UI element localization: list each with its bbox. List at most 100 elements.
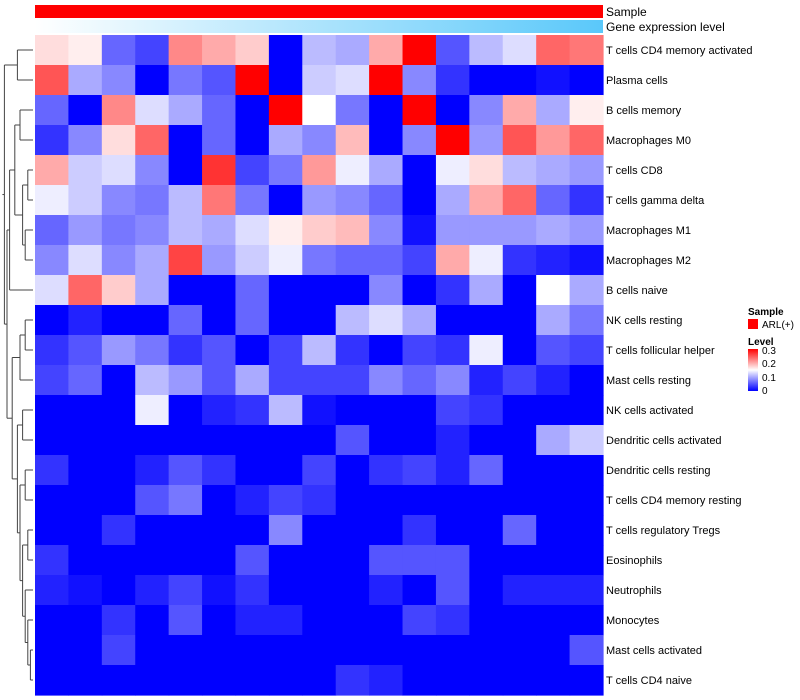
heatmap-cell <box>369 365 404 396</box>
heatmap-cell <box>435 215 470 246</box>
heatmap-cell <box>202 35 237 66</box>
heatmap-cell <box>369 35 404 66</box>
heatmap-cell <box>335 335 370 366</box>
heatmap-cell <box>435 545 470 576</box>
heatmap-cell <box>302 455 337 486</box>
heatmap-cell <box>235 455 270 486</box>
heatmap-cell <box>435 575 470 606</box>
heatmap-cell <box>502 485 537 516</box>
heatmap-cell <box>302 335 337 366</box>
heatmap-cell <box>536 575 571 606</box>
heatmap-cell <box>369 425 404 456</box>
heatmap-cell <box>569 185 604 216</box>
row-label: Dendritic cells activated <box>606 435 722 447</box>
heatmap-cell <box>502 125 537 156</box>
heatmap-cell <box>35 365 70 396</box>
heatmap-cell <box>68 155 103 186</box>
heatmap-cell <box>469 665 504 696</box>
heatmap-cell <box>502 95 537 126</box>
heatmap-cell <box>469 125 504 156</box>
heatmap-cell <box>268 485 303 516</box>
heatmap-cell <box>536 545 571 576</box>
heatmap-cell <box>536 245 571 276</box>
heatmap-cell <box>402 335 437 366</box>
heatmap-cell <box>235 95 270 126</box>
heatmap-cell <box>536 185 571 216</box>
heatmap-cell <box>168 125 203 156</box>
heatmap-cell <box>435 605 470 636</box>
heatmap-cell <box>369 305 404 336</box>
heatmap-cell <box>202 245 237 276</box>
heatmap-cell <box>302 575 337 606</box>
heatmap-cell <box>168 605 203 636</box>
heatmap-cell <box>68 65 103 96</box>
heatmap-cell <box>235 305 270 336</box>
heatmap-cell <box>268 365 303 396</box>
heatmap-cell <box>35 65 70 96</box>
heatmap-cell <box>435 305 470 336</box>
heatmap-cell <box>268 605 303 636</box>
heatmap-cell <box>235 65 270 96</box>
heatmap-cell <box>202 635 237 666</box>
heatmap-cell <box>502 425 537 456</box>
heatmap-cell <box>402 365 437 396</box>
heatmap-cell <box>268 395 303 426</box>
heatmap-cell <box>168 35 203 66</box>
heatmap-cell <box>268 65 303 96</box>
heatmap-cell <box>469 545 504 576</box>
heatmap-cell <box>335 155 370 186</box>
heatmap-cell <box>168 545 203 576</box>
heatmap-cell <box>335 665 370 696</box>
legend-level-tick-0: 0.3 <box>762 346 776 357</box>
heatmap-cell <box>35 305 70 336</box>
heatmap-cell <box>369 245 404 276</box>
heatmap-cell <box>235 575 270 606</box>
heatmap-cell <box>268 455 303 486</box>
heatmap-cell <box>268 335 303 366</box>
heatmap-cell <box>369 125 404 156</box>
heatmap-cell <box>302 35 337 66</box>
heatmap-cell <box>168 665 203 696</box>
row-label: T cells CD4 memory resting <box>606 495 742 507</box>
heatmap-cell <box>536 485 571 516</box>
heatmap-cell <box>435 395 470 426</box>
heatmap-cell <box>469 275 504 306</box>
heatmap-cell <box>202 125 237 156</box>
heatmap-cell <box>235 245 270 276</box>
heatmap-cell <box>536 35 571 66</box>
row-label: T cells regulatory Tregs <box>606 525 721 537</box>
heatmap-cell <box>202 425 237 456</box>
heatmap-cell <box>335 455 370 486</box>
heatmap-cell <box>101 665 136 696</box>
heatmap-cell <box>101 155 136 186</box>
heatmap-cell <box>536 515 571 546</box>
heatmap-cell <box>101 125 136 156</box>
heatmap-cell <box>536 95 571 126</box>
heatmap-cell <box>435 125 470 156</box>
row-label: T cells gamma delta <box>606 195 705 207</box>
heatmap-cell <box>268 305 303 336</box>
heatmap-cell <box>335 605 370 636</box>
heatmap-cell <box>335 365 370 396</box>
heatmap-cell <box>268 635 303 666</box>
heatmap-cell <box>302 545 337 576</box>
heatmap-cell <box>68 305 103 336</box>
heatmap-cell <box>235 545 270 576</box>
heatmap-cell <box>202 335 237 366</box>
row-label: B cells naive <box>606 285 668 297</box>
row-label: Macrophages M2 <box>606 255 691 267</box>
heatmap-cell <box>569 305 604 336</box>
heatmap-cell <box>68 515 103 546</box>
legend-level-tick-2: 0.1 <box>762 373 776 384</box>
heatmap-cell <box>101 575 136 606</box>
heatmap-cell <box>402 155 437 186</box>
heatmap-cell <box>235 395 270 426</box>
heatmap-cell <box>536 365 571 396</box>
heatmap-cell <box>302 155 337 186</box>
row-label: NK cells resting <box>606 315 682 327</box>
row-label: Mast cells activated <box>606 645 702 657</box>
heatmap-cell <box>35 125 70 156</box>
heatmap-cell <box>235 605 270 636</box>
heatmap-cell <box>536 455 571 486</box>
heatmap-cell <box>235 155 270 186</box>
